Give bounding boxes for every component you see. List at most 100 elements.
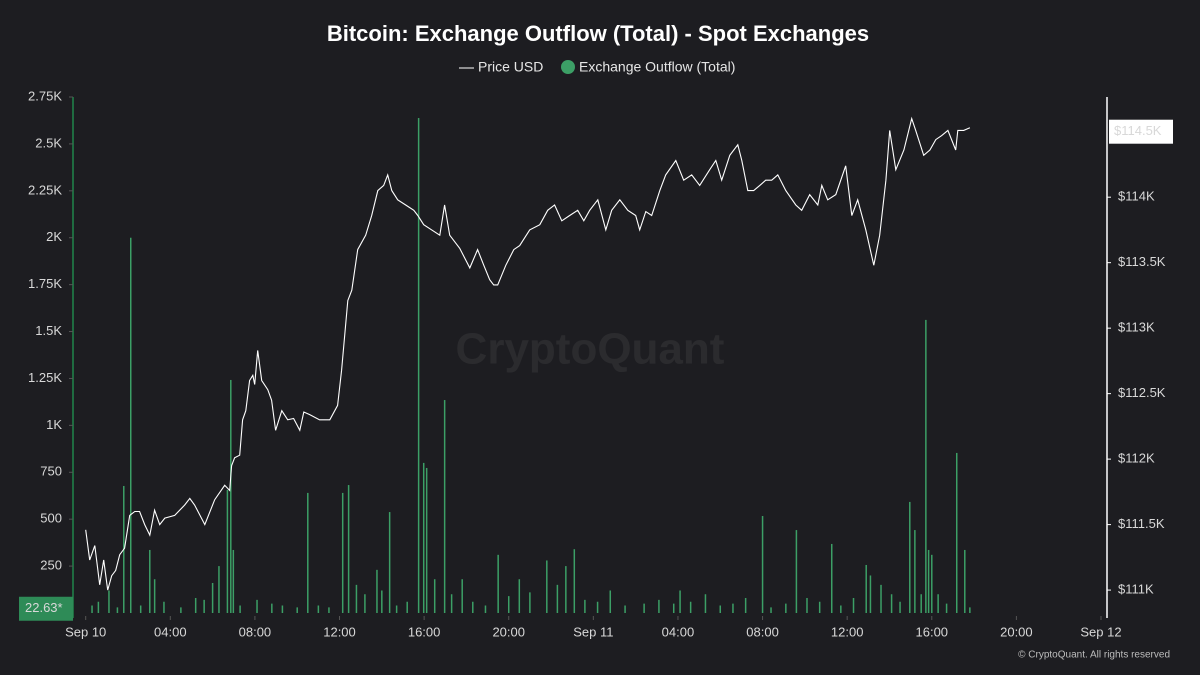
bar [381,590,383,613]
y-tick-label: 1.25K [28,370,62,385]
bar [925,319,927,613]
bar [376,569,378,613]
y-tick-label: 1.5K [35,323,62,338]
bar [909,501,911,613]
bar [806,597,808,613]
bar [920,594,922,613]
y2-tick-label: $112.5K [1118,385,1166,400]
y-tick-label: 2.75K [28,88,62,103]
bar [433,579,436,613]
bar [163,601,165,613]
y-tick-label: 2.5K [35,135,62,150]
bar [565,566,567,613]
bar [795,530,798,613]
bar [450,594,453,613]
y2-tick-label: $112K [1118,451,1155,466]
bar [355,584,358,613]
bar [785,603,787,613]
bar [116,607,119,613]
bar [226,489,229,613]
y-tick-label: 1K [46,417,62,432]
bar [472,601,474,613]
bar [658,599,660,613]
y-tick-label: 750 [40,464,62,479]
bar [880,584,882,613]
chart-title: Bitcoin: Exchange Outflow (Total) - Spot… [327,21,869,46]
bar [689,601,692,613]
bar [388,512,391,613]
watermark: CryptoQuant [456,325,725,374]
bar [679,590,681,613]
bar [211,582,214,613]
x-tick-label: 04:00 [662,624,695,639]
outflow-marker-label: 22.63* [25,600,63,615]
bar [899,601,901,613]
bar [91,605,93,613]
x-tick-label: 08:00 [239,624,272,639]
price-marker-label: $114.5K [1114,123,1162,138]
legend: Price USD Exchange Outflow (Total) [459,59,735,75]
x-tick-label: 16:00 [916,624,949,639]
bar [818,601,821,613]
bar [443,400,446,613]
legend-dot [561,60,575,74]
credit: © CryptoQuant. All rights reserved [1018,650,1170,661]
bar [328,607,330,613]
bar [296,607,298,613]
bar [129,237,132,613]
bar [239,605,241,613]
bar [307,492,309,613]
bar [945,603,948,613]
bar [108,590,110,613]
y-tick-label: 2K [46,229,62,244]
outflow-marker-box [19,596,73,621]
bar [256,599,258,613]
bar [546,560,548,613]
bar [425,467,428,613]
bar [149,549,151,613]
bar [890,594,893,613]
bar [230,379,232,613]
bar [770,607,772,613]
bar [461,579,463,613]
x-tick-label: 08:00 [746,624,779,639]
bar [180,607,182,613]
bar [417,118,420,614]
bar [406,601,408,613]
bar [643,603,645,613]
bar [518,579,521,613]
x-tick-label: 04:00 [154,624,187,639]
y-tick-label: 500 [40,511,62,526]
bar [931,554,933,613]
bar [232,549,235,613]
bar [732,603,734,613]
bar [937,594,939,613]
bar [153,579,156,613]
bar [281,605,284,613]
bar [869,575,872,613]
price-marker-box [1109,119,1173,144]
x-tick-label: 12:00 [323,624,356,639]
bar [194,597,197,613]
bar [704,594,707,613]
x-tick-label: 20:00 [1000,624,1033,639]
bar [624,605,626,613]
bar [218,566,220,613]
x-tick-label: Sep 10 [65,624,106,639]
y2-tick-label: $114K [1118,189,1155,204]
legend-label[interactable]: Exchange Outflow (Total) [579,59,735,75]
bar [341,492,344,613]
bar [271,603,273,613]
bar [203,599,205,613]
legend-label[interactable]: Price USD [478,59,543,75]
bar [609,590,612,613]
bar [927,549,930,613]
x-tick-label: 20:00 [492,624,525,639]
y2-tick-label: $111K [1118,582,1154,597]
bar [529,592,531,613]
bar [596,601,599,613]
x-tick-label: 12:00 [831,624,864,639]
y-tick-label: 1.75K [28,276,62,291]
bar [556,584,559,613]
